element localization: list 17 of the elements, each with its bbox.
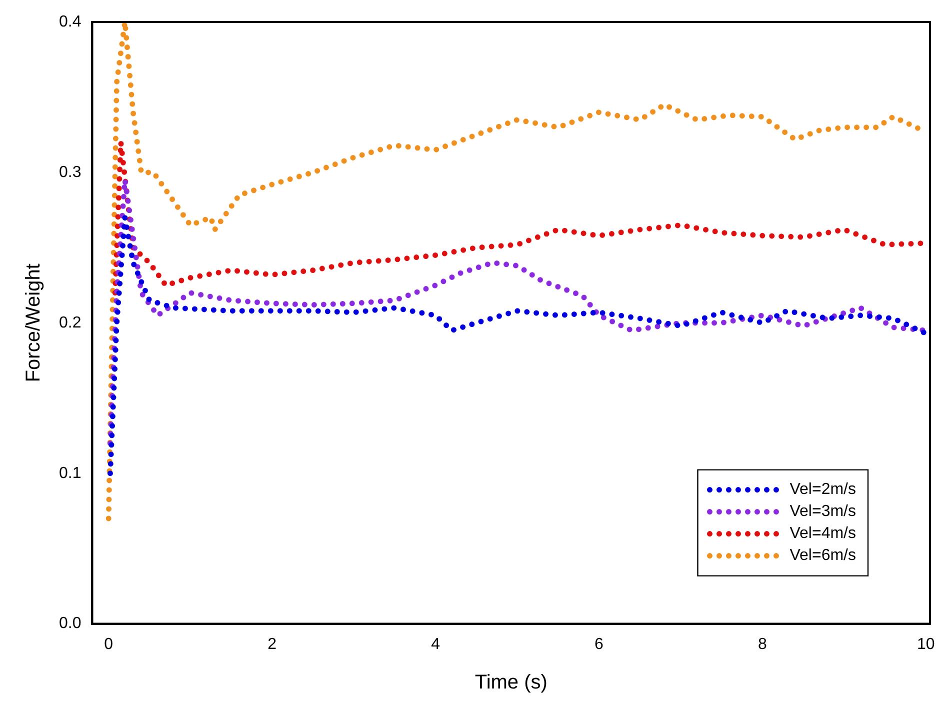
y-tick-label: 0.3: [58, 164, 82, 181]
x-tick-label: 0: [104, 636, 114, 653]
legend-label: Vel=6m/s: [790, 547, 856, 564]
y-tick-label: 0.0: [58, 615, 82, 632]
x-axis-title: Time (s): [474, 672, 548, 694]
x-tick-label: 4: [431, 636, 440, 653]
legend-label: Vel=2m/s: [790, 481, 856, 498]
y-tick-label: 0.1: [58, 464, 82, 482]
y-tick-label: 0.4: [58, 13, 82, 30]
x-tick-label: 2: [268, 636, 277, 653]
x-tick-label: 8: [758, 636, 767, 653]
y-axis-title: Force/Weight: [22, 263, 45, 382]
y-tick-label: 0.2: [58, 314, 82, 332]
legend-label: Vel=4m/s: [790, 525, 856, 542]
x-tick-label: 6: [594, 636, 604, 653]
legend-label: Vel=3m/s: [790, 503, 856, 520]
x-tick-label: 10: [917, 636, 935, 653]
